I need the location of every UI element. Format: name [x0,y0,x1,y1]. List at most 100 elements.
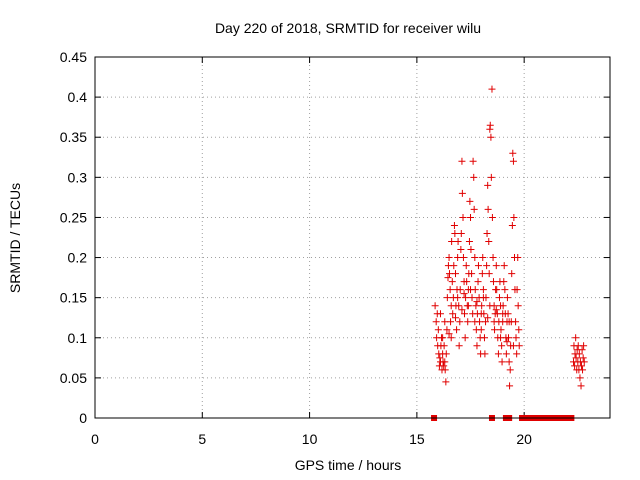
data-point [514,302,522,310]
data-point [450,262,458,270]
x-tick-label: 10 [302,431,318,447]
data-point [481,350,489,358]
data-point [485,238,493,246]
data-point [505,334,513,342]
data-point [456,286,464,294]
data-point [497,326,505,334]
data-point [458,306,466,314]
data-point [469,157,477,165]
data-point [505,358,513,366]
data-point [457,246,465,254]
data-point [443,326,451,334]
data-point [447,334,455,342]
data-point [434,326,442,334]
data-point [578,346,586,354]
data-point [464,302,472,310]
y-tick-label: 0 [79,410,87,426]
data-point [486,121,494,129]
y-tick-label: 0.4 [68,89,88,105]
data-point [467,246,475,254]
data-point [501,286,509,294]
data-point [455,342,463,350]
data-point [448,278,456,286]
data-point [470,205,478,213]
data-point [467,286,475,294]
data-point [487,173,495,181]
data-point [445,270,453,278]
data-point [440,362,448,370]
gridlines [95,57,610,418]
data-point [483,262,491,270]
data-point [464,318,472,326]
data-point [580,342,588,350]
data-point [447,302,455,310]
data-point [483,229,491,237]
data-point [473,298,481,306]
data-point [482,318,490,326]
data-point [445,330,453,338]
data-point [446,286,454,294]
data-point [444,274,452,282]
data-point [509,342,517,350]
data-point [466,197,474,205]
data-point [451,229,459,237]
data-point [448,238,456,246]
x-tick-label: 0 [91,431,99,447]
data-point [498,342,506,350]
data-point [487,133,495,141]
data-point [513,286,521,294]
data-point [484,181,492,189]
data-point [513,350,521,358]
data-point [508,270,516,278]
data-point [442,350,450,358]
data-point [493,286,501,294]
data-point [455,302,463,310]
data-point [440,342,448,350]
plot-frame [94,56,611,419]
data-point [500,278,508,286]
data-point [500,262,508,270]
data-point [477,326,485,334]
data-point [579,354,587,362]
data-point [452,314,459,322]
data-point [571,362,579,370]
data-point [460,290,468,298]
data-point [484,205,492,213]
data-point [509,157,517,165]
data-points [431,85,588,421]
chart-title: Day 220 of 2018, SRMTID for receiver wil… [215,20,481,36]
data-point [459,213,467,221]
data-point [491,326,499,334]
y-tick-label: 0.1 [68,330,88,346]
data-point [445,254,453,262]
data-point [577,382,585,390]
data-point [461,334,469,342]
data-point [580,358,588,366]
data-point [458,189,466,197]
data-point [479,294,487,302]
data-point [479,286,487,294]
y-tick-label: 0.45 [60,49,87,65]
data-point [463,278,471,286]
data-point [512,318,520,326]
data-point [514,254,522,262]
data-point [506,382,514,390]
x-tick-label: 5 [198,431,206,447]
data-point [441,358,449,366]
data-point [509,149,517,157]
y-axis-title: SRMTID / TECUs [7,183,23,293]
data-point [453,326,461,334]
data-point [490,318,498,326]
axis-ticks: 0 0.05 0.1 0.15 0.2 0.25 0.3 0.35 0.4 0.45 0 5 10 15 2… [60,49,610,447]
data-point [474,262,482,270]
data-point [471,318,479,326]
data-point [431,302,439,310]
y-tick-label: 0.2 [68,250,88,266]
data-point [477,310,485,318]
x-tick-label: 20 [516,431,532,447]
data-point [473,342,481,350]
data-point [462,262,470,270]
data-point [486,302,494,310]
data-point [449,310,457,318]
